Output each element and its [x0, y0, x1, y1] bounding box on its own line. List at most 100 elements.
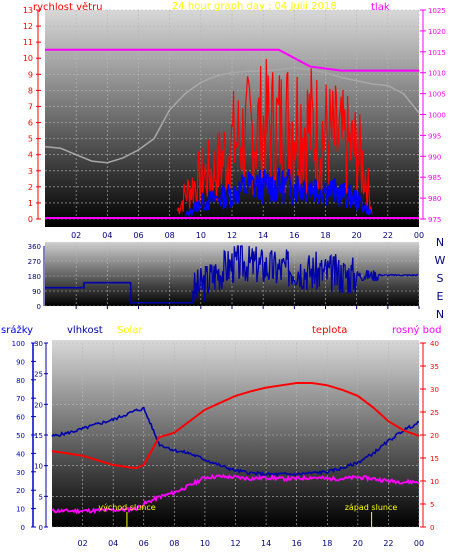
- wind-speed-tick: 13: [23, 6, 33, 15]
- humidity-tick: 5: [39, 493, 43, 501]
- pressure-tick: 975: [428, 216, 441, 224]
- rain-tick: 0: [21, 524, 25, 532]
- temperature-tick: 20: [430, 432, 439, 440]
- hour-tick: 14: [261, 539, 271, 548]
- hour-tick: 10: [196, 231, 206, 240]
- hour-tick: 18: [320, 231, 330, 240]
- dew-point-line: [51, 473, 420, 515]
- rain-tick: 80: [16, 377, 25, 385]
- wind-speed-tick: 0: [28, 215, 33, 224]
- hour-tick: 14: [258, 231, 268, 240]
- hour-tick: 04: [102, 231, 112, 240]
- humidity-tick: 0: [39, 524, 43, 532]
- humidity-tick: 10: [34, 463, 43, 471]
- direction-axis: 0 90 180 270 360: [28, 243, 45, 311]
- hour-tick: 00: [414, 231, 424, 240]
- wind-speed-tick: 6: [28, 119, 33, 128]
- rain-tick: 10: [16, 506, 25, 514]
- temperature-line: [51, 382, 420, 470]
- hour-tick: 06: [139, 539, 149, 548]
- wind-speed-tick: 7: [28, 102, 33, 111]
- grey-trend-line: [44, 67, 420, 164]
- compass-n-bottom: N: [436, 308, 444, 321]
- hour-tick: 22: [383, 231, 393, 240]
- wind-speed-tick: 10: [23, 54, 33, 63]
- rain-tick: 70: [16, 395, 25, 403]
- wind-speed-tick: 8: [28, 86, 33, 95]
- direction-tick: 90: [32, 288, 41, 296]
- hour-axis-top: 02 04 06 08 10 12 14 16 18 20 22 00: [71, 231, 424, 240]
- rain-tick: 50: [16, 432, 25, 440]
- pressure-axis: 975 980 985 990 995 1000 1005 1010 1015 1020 1025: [420, 7, 446, 224]
- temperature-tick: 35: [430, 363, 439, 371]
- compass-n-top: N: [436, 236, 444, 249]
- pressure-tick: 1015: [428, 49, 446, 57]
- humidity-tick: 25: [34, 371, 43, 379]
- direction-tick: 270: [28, 258, 41, 266]
- wind-direction-noise: [192, 245, 419, 303]
- temperature-tick: 25: [430, 409, 439, 417]
- pressure-tick: 995: [428, 132, 441, 140]
- hour-tick: 06: [133, 231, 143, 240]
- sunset-label: západ slunce: [345, 503, 398, 512]
- rain-tick: 20: [16, 487, 25, 495]
- wind-speed-tick: 4: [28, 151, 33, 160]
- hour-tick: 04: [108, 539, 118, 548]
- pressure-tick: 1005: [428, 91, 446, 99]
- wind-average-line: [185, 167, 373, 219]
- chart-title: 24 hour graph day : 04 Julii 2018: [172, 1, 337, 12]
- wind-speed-tick: 1: [28, 199, 33, 208]
- solar-label: Solar: [117, 325, 143, 336]
- pressure-tick: 1020: [428, 28, 446, 36]
- hour-tick: 20: [353, 539, 363, 548]
- compass-w: W: [435, 254, 446, 267]
- hour-axis-middle: [75, 306, 420, 309]
- wind-speed-tick: 12: [23, 22, 33, 31]
- pressure-tick: 1025: [428, 7, 446, 15]
- hour-tick: 00: [414, 539, 424, 548]
- wind-speed-label: rychlost větru: [33, 1, 103, 13]
- humidity-tick: 20: [34, 401, 43, 409]
- temperature-label: teplota: [312, 325, 347, 336]
- hour-axis-bottom: 02 04 06 08 10 12 14 16 18 20 22 00: [77, 539, 424, 548]
- rain-tick: 30: [16, 469, 25, 477]
- direction-tick: 360: [28, 243, 41, 251]
- rain-tick: 90: [16, 358, 25, 366]
- rain-axis: 0 10 20 30 40 50 60 70 80 90 100: [12, 340, 36, 532]
- pressure-tick: 1000: [428, 112, 446, 120]
- wind-speed-tick: 2: [28, 183, 33, 192]
- climate-plot: [51, 382, 420, 527]
- humidity-axis: 0 5 10 15 20 25 30: [34, 340, 48, 532]
- hour-tick: 02: [71, 231, 81, 240]
- temperature-tick: 10: [430, 478, 439, 486]
- temperature-tick: 5: [430, 501, 434, 509]
- wind-direction-line: [45, 281, 194, 304]
- wind-speed-tick: 11: [23, 38, 33, 47]
- pressure-line: [45, 48, 419, 72]
- pressure-label: tlak: [371, 2, 390, 13]
- humidity-line: [51, 406, 420, 478]
- hour-tick: 18: [322, 539, 332, 548]
- hour-tick: 16: [289, 231, 299, 240]
- temperature-axis: 0 5 10 15 20 25 30 35 40: [420, 340, 439, 532]
- wind-speed-tick: 9: [28, 70, 33, 79]
- sunrise-label: východ slunce: [98, 503, 155, 512]
- temperature-tick: 30: [430, 386, 439, 394]
- rain-tick: 40: [16, 450, 25, 458]
- hour-tick: 10: [200, 539, 210, 548]
- hour-tick: 12: [227, 231, 237, 240]
- pressure-tick: 980: [428, 195, 441, 203]
- wind-speed-tick: 5: [28, 135, 33, 144]
- humidity-tick: 30: [34, 340, 43, 348]
- pressure-tick: 990: [428, 153, 441, 161]
- compass-s: S: [437, 272, 444, 285]
- temperature-tick: 0: [430, 524, 434, 532]
- rain-label: srážky: [1, 324, 33, 336]
- hour-tick: 22: [383, 539, 393, 548]
- dew-point-label: rosný bod: [392, 324, 441, 336]
- hour-tick: 08: [169, 539, 179, 548]
- temperature-tick: 40: [430, 340, 439, 348]
- rain-tick: 60: [16, 414, 25, 422]
